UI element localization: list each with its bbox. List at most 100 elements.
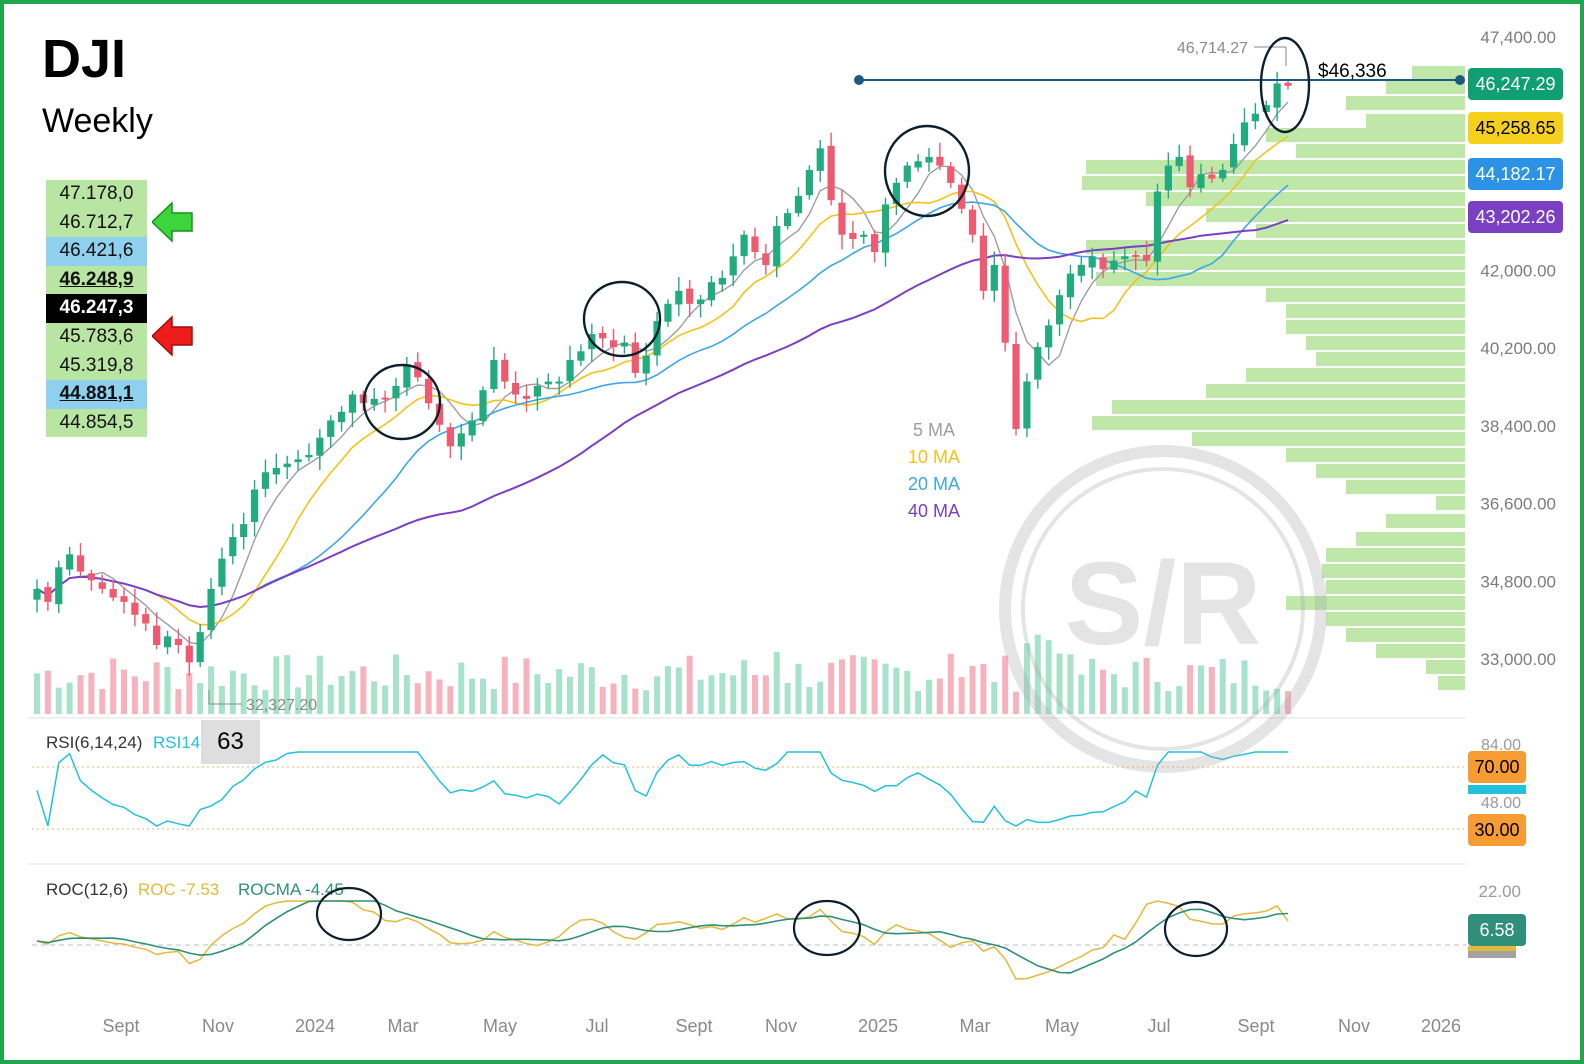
volume-profile-bar [1306,336,1465,350]
volume-bar [251,685,258,714]
candle-body [914,161,922,168]
candle-body [1142,254,1151,261]
x-tick-label: 2026 [1421,1016,1461,1036]
volume-bar [284,655,291,714]
moving-averages [36,101,1289,645]
volume-bar [153,662,160,714]
volume-bar [828,662,835,714]
price-tick-label: 33,000.00 [1480,650,1556,669]
candle-body [414,362,422,378]
volume-bar [915,691,922,714]
volume-bar [762,675,769,714]
candle-body [1175,156,1183,167]
volume-profile-bar [1412,66,1465,80]
volume-bar [1132,661,1139,714]
low-label: 32,327.20 [246,697,317,714]
volume-bar [1078,674,1085,714]
volume-bar [44,670,51,714]
volume-profile-bar [1326,612,1465,626]
grid [28,717,1466,865]
candle-body [348,394,357,413]
price-badge: 43,202.26 [1468,201,1563,233]
x-tick-label: Nov [765,1016,797,1036]
candle-body [522,395,531,399]
candle-body [1273,83,1281,108]
level-item: 44.854,5 [46,408,147,438]
candle-body [207,588,215,631]
volume-bar [458,662,465,714]
volume-bar [447,686,454,714]
volume-bars [34,634,1291,714]
volume-bar [1143,657,1150,714]
candle-body [1066,273,1075,298]
roc-highlight-ellipse [792,899,862,957]
rsi-tick: 84.00 [1481,737,1521,754]
candle-body [229,537,237,557]
volume-bar [273,656,280,714]
price-tick-label: 38,400.00 [1480,417,1556,436]
volume-bar [980,663,987,714]
volume-bar [947,653,954,714]
resistance-label: $46,336 [1318,61,1387,82]
volume-bar [1285,691,1291,714]
volume-bar [1165,691,1172,714]
candle-body [947,166,955,183]
volume-profile-bar [1146,192,1465,206]
volume-profile-bar [1086,240,1465,254]
price-badge: 44,182.17 [1468,158,1563,190]
rsi-value-badge: 63 [201,720,260,764]
volume-profile-bar [1286,320,1465,334]
candle-body [98,582,106,589]
candle-body [599,332,607,339]
volume-profile-bar [1106,256,1465,270]
price-badge: 46,247.29 [1468,68,1563,100]
candle-body [87,573,95,581]
volume-bar [654,676,661,714]
volume-bar [218,685,225,714]
rocma-series-label: ROCMA -4.45 [238,880,344,899]
candle-body [838,202,846,235]
candle-body [76,555,85,572]
candle-body [66,554,74,570]
candle-body [294,459,302,463]
volume-bar [197,683,204,714]
volume-profile-bar [1082,176,1465,190]
candle-body [490,359,498,390]
volume-profile-bar [1086,160,1465,174]
volume-profile-bar [1386,80,1465,94]
highlight-ellipse [362,363,442,441]
volume-profile-bar [1356,532,1465,546]
volume-bar [327,684,334,714]
x-tick-label: Mar [960,1016,991,1036]
candle-body [370,398,378,405]
candle-body [816,148,824,171]
volume-profile-bar [1192,432,1465,446]
volume-bar [186,673,193,714]
roc-label: ROC(12,6) [46,880,128,899]
volume-bar [556,669,563,714]
candle-body [903,165,911,182]
volume-bar [686,655,693,714]
volume-bar [34,673,40,714]
volume-profile-bar [1322,564,1465,578]
level-item: 46.421,6 [46,237,147,266]
candle-body [196,632,204,663]
candle-body [729,256,737,276]
candle-body [153,625,161,646]
volume-bar [414,683,421,714]
volume-bar [1056,653,1063,714]
volume-bar [1263,690,1270,714]
candle-body [142,614,150,624]
volume-bar [523,658,530,714]
candle-body [805,169,813,196]
volume-bar [1121,687,1128,714]
volume-bar [360,666,367,714]
candle-body [1186,155,1194,188]
volume-profile-bar [1246,368,1465,382]
candle-body [1208,174,1216,179]
candle-body [1262,105,1270,112]
level-item: 45.783,6 [46,322,147,352]
price-tick-label: 36,600.00 [1480,495,1556,514]
rsi-30-badge: 30.00 [1468,814,1526,846]
candle-body [1230,143,1238,168]
